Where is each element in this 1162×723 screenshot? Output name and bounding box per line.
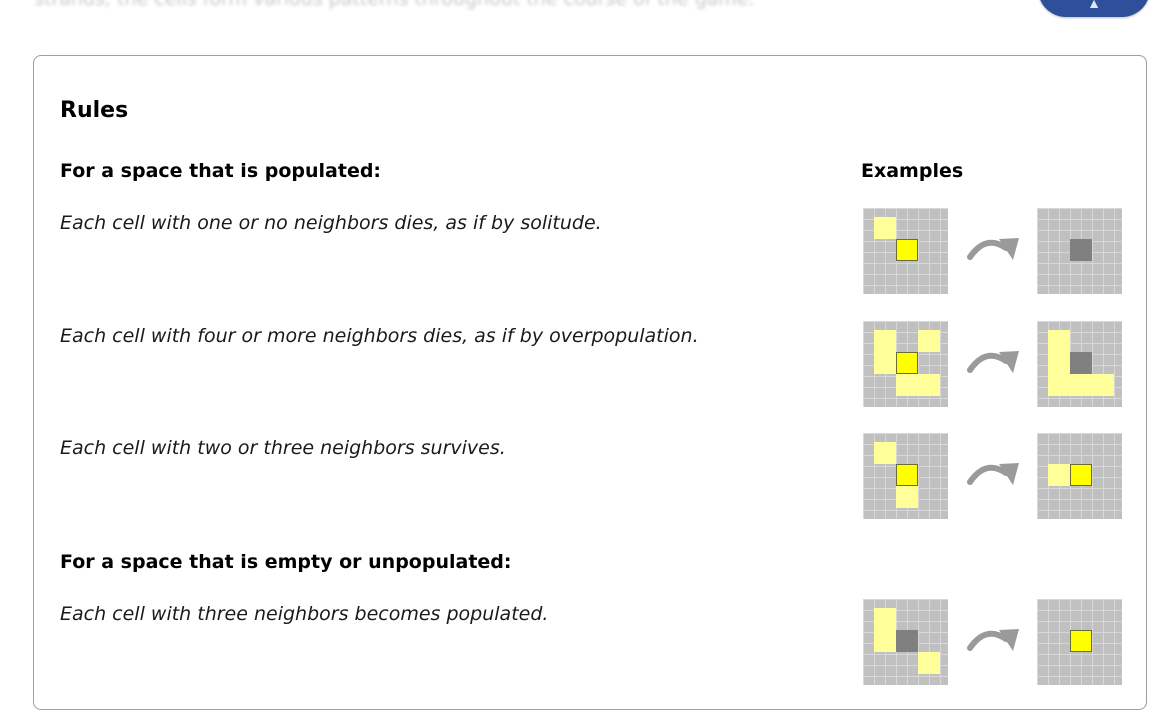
rule-overpopulation-text: Each cell with four or more neighbors di… [60, 325, 699, 347]
dead-cell [1070, 352, 1092, 374]
rule-survival-text: Each cell with two or three neighbors su… [60, 437, 506, 459]
neighbor-cell [874, 442, 896, 464]
neighbor-cell [918, 374, 940, 396]
example-solitude-after-grid [1037, 208, 1122, 294]
neighbor-cell [874, 630, 896, 652]
neighbor-cell [874, 608, 896, 630]
example-birth-after-grid [1037, 599, 1122, 685]
example-survival-before-grid [863, 433, 948, 519]
example-overpopulation-before-grid [863, 321, 948, 407]
curved-arrow-icon [967, 629, 1019, 651]
neighbor-cell [874, 352, 896, 374]
neighbor-cell [896, 486, 918, 508]
neighbor-cell [874, 217, 896, 239]
live-cell [1070, 464, 1092, 486]
neighbor-cell [896, 374, 918, 396]
empty-dead-cell [896, 630, 918, 652]
curved-arrow-icon [967, 238, 1019, 260]
rules-title: Rules [60, 98, 129, 123]
rule-birth-text: Each cell with three neighbors becomes p… [60, 603, 549, 625]
example-solitude-before-grid [863, 208, 948, 294]
neighbor-cell [1092, 374, 1114, 396]
neighbor-cell [918, 330, 940, 352]
curved-arrow-icon [967, 351, 1019, 373]
neighbor-cell [1048, 330, 1070, 352]
neighbor-cell [918, 652, 940, 674]
live-cell [1070, 630, 1092, 652]
curved-arrow-icon [967, 463, 1019, 485]
neighbor-cell [1048, 352, 1070, 374]
neighbor-cell [1070, 374, 1092, 396]
neighbor-cell [874, 330, 896, 352]
rules-card: Rules For a space that is populated: Exa… [33, 55, 1147, 710]
back-to-top-button[interactable]: ▲ [1038, 0, 1150, 17]
example-overpopulation-after-grid [1037, 321, 1122, 407]
empty-heading: For a space that is empty or unpopulated… [60, 551, 512, 573]
example-birth-before-grid [863, 599, 948, 685]
populated-heading: For a space that is populated: [60, 160, 382, 182]
background-paragraph-text: strands, the cells form various patterns… [34, 0, 755, 10]
live-cell [896, 239, 918, 261]
live-cell [896, 464, 918, 486]
chevron-up-icon: ▲ [1087, 0, 1101, 11]
neighbor-cell [1048, 464, 1070, 486]
neighbor-cell [1048, 374, 1070, 396]
example-survival-after-grid [1037, 433, 1122, 519]
live-cell [896, 352, 918, 374]
examples-heading: Examples [861, 160, 964, 182]
dead-cell [1070, 239, 1092, 261]
rule-solitude-text: Each cell with one or no neighbors dies,… [60, 212, 602, 234]
